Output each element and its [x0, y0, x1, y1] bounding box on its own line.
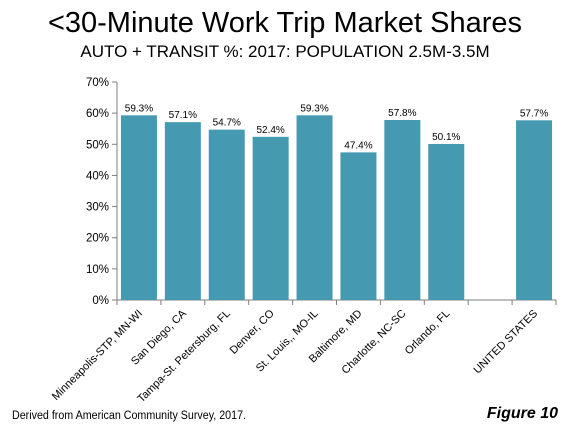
y-tick-label: 70%	[86, 77, 109, 89]
bar	[516, 120, 553, 300]
x-category-label: Minneapolis-STP, MN-WI	[50, 308, 145, 403]
chart-bars	[120, 115, 553, 300]
bar	[252, 136, 289, 300]
bar-value-label: 52.4%	[256, 125, 284, 136]
bar	[120, 115, 157, 300]
x-category-label: Orlando, FL	[403, 308, 453, 358]
y-tick-label: 20%	[86, 233, 109, 245]
bar	[208, 129, 245, 300]
x-category-label: UNITED STATES	[471, 308, 540, 377]
chart-axes: 0% 10% 20% 30% 40% 50% 60% 70%	[86, 77, 557, 307]
y-tick-label: 0%	[92, 295, 109, 307]
bar	[340, 152, 377, 300]
source-note: Derived from American Community Survey, …	[12, 410, 246, 422]
figure-label: Figure 10	[486, 405, 558, 422]
bar-value-label: 47.4%	[344, 140, 372, 151]
bar-value-label: 50.1%	[432, 132, 460, 143]
bar-value-label: 57.1%	[169, 110, 197, 121]
bar-value-label: 57.8%	[388, 108, 416, 119]
bar	[428, 143, 465, 300]
bar	[296, 115, 333, 300]
bar-value-label: 54.7%	[213, 118, 241, 129]
bar-value-label: 59.3%	[300, 103, 328, 114]
y-tick-label: 10%	[86, 264, 109, 276]
bar-value-label: 57.7%	[520, 108, 548, 119]
bar	[164, 122, 201, 300]
y-tick-label: 50%	[86, 139, 109, 151]
x-category-label: Tampa-St. Petersburg, FL	[135, 308, 233, 406]
y-tick-label: 30%	[86, 202, 109, 214]
y-tick-label: 60%	[86, 108, 109, 120]
chart-subtitle: AUTO + TRANSIT %: 2017: POPULATION 2.5M-…	[80, 42, 490, 61]
y-tick-label: 40%	[86, 170, 109, 182]
bar-value-label: 59.3%	[125, 103, 153, 114]
bar	[384, 119, 421, 300]
chart-title: <30-Minute Work Trip Market Shares	[47, 7, 523, 39]
